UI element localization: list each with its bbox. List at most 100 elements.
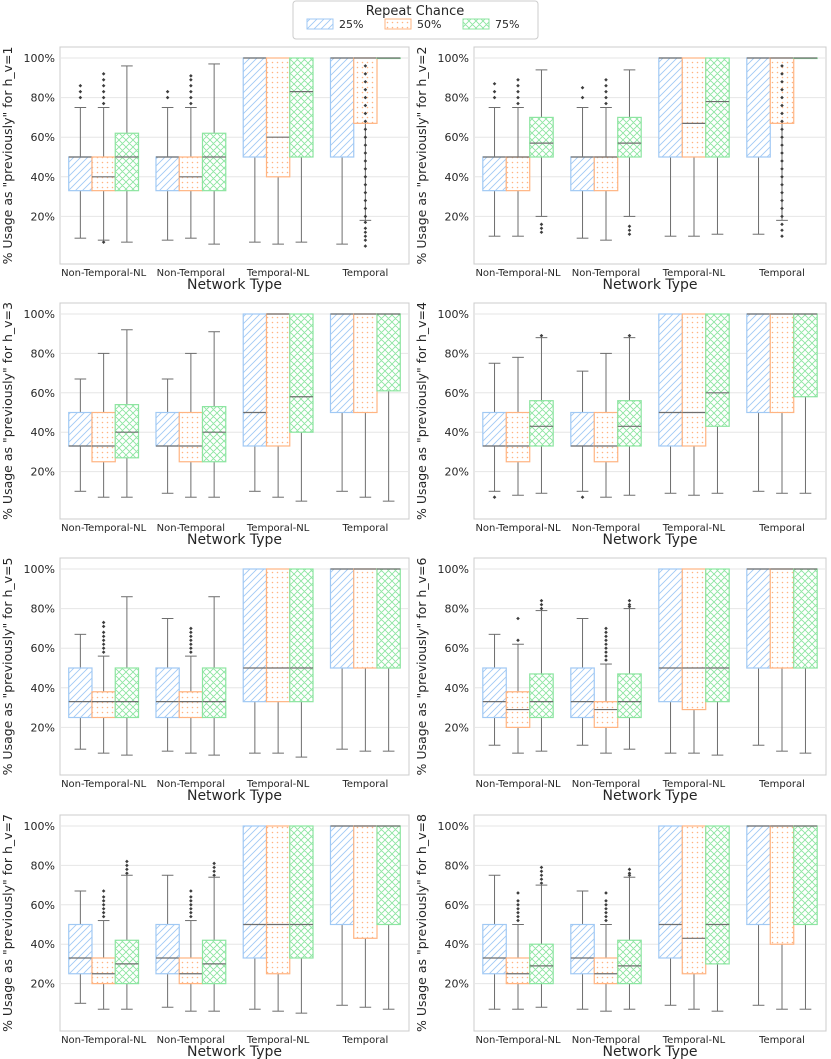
flier-point [189,646,193,650]
flier-point [780,159,784,163]
y-tick-label: 80% [445,859,469,872]
box-temporal-25 [329,313,355,492]
box-temporal-25 [329,57,355,245]
y-tick-label: 20% [31,978,55,991]
flier-point [780,103,784,108]
box-non-temporal-nl-50 [505,616,531,754]
x-tick-label: Non-Temporal [572,1035,640,1046]
flier-point [363,238,368,242]
flier-point [363,79,368,84]
flier-point [189,650,193,654]
y-tick-label: 20% [445,721,469,734]
box-body [570,923,595,975]
box-temporal-50 [353,568,378,752]
flier-point [101,906,106,911]
box-body [529,116,554,158]
flier-point [101,620,106,625]
box-body [482,156,507,192]
box-non-temporal-nl-75 [114,596,140,756]
box-non-temporal-nl-75 [114,65,140,243]
x-tick-label: Non-Temporal [572,268,640,279]
box-non-temporal-50 [178,626,204,754]
box-temporal-nl-75 [289,313,314,502]
box-non-temporal-nl-25 [68,378,93,492]
flier-point [539,873,544,878]
flier-point [363,151,368,155]
flier-point [780,206,784,211]
flier-point [516,83,520,88]
box-body [289,313,314,433]
panel-5: 20% 40% 60% 80% 100% Non-Temporal-NL Non-Tempo… [0,557,410,804]
box-non-temporal-nl-25 [68,83,93,239]
x-tick-label: Non-Temporal-NL [475,1035,561,1046]
y-tick-label: 100% [438,308,469,321]
x-tick-label: Non-Temporal-NL [61,523,147,534]
flier-point [363,111,368,116]
flier-point [780,234,784,238]
y-tick-label: 60% [31,387,55,400]
box-non-temporal-nl-50 [505,891,531,1010]
box-non-temporal-nl-50 [91,889,116,1010]
box-temporal-nl-50 [681,313,707,496]
flier-point [604,654,608,658]
flier-point [363,72,368,76]
x-axis-label: Network Type [187,277,282,293]
box-non-temporal-25 [570,618,595,746]
box-temporal-nl-50 [681,825,707,1010]
box-non-temporal-nl-50 [505,356,531,496]
legend-label-50: 50% [417,18,441,31]
flier-point [580,95,585,100]
flier-point [363,175,368,179]
box-body [505,156,531,192]
box-body [178,411,204,463]
y-tick-label: 40% [445,426,469,439]
box-body [91,411,116,463]
box-body [376,568,401,669]
x-tick-label: Non-Temporal-NL [61,268,147,279]
flier-point [101,624,106,629]
x-tick-label: Temporal-NL [246,779,310,790]
flier-point [78,83,83,88]
box-temporal-nl-75 [289,568,314,758]
flier-point [780,135,784,139]
x-tick-label: Temporal [341,1035,388,1046]
flier-point [516,906,520,911]
box-temporal-nl-25 [658,313,683,494]
box-body [593,701,619,728]
box-non-temporal-25 [570,890,595,1010]
box-body [329,57,355,158]
y-tick-label: 80% [445,92,469,105]
y-tick-label: 40% [31,171,55,184]
box-body [91,691,116,719]
box-temporal-50 [769,568,795,752]
flier-point [363,167,368,171]
flier-point [189,83,193,88]
flier-point [363,64,368,68]
box-non-temporal-50 [178,74,204,239]
box-temporal-75 [376,568,401,752]
box-body [353,568,378,669]
y-tick-label: 20% [31,466,55,479]
box-non-temporal-50 [593,891,619,1012]
legend-swatch-25 [306,18,334,30]
box-body [289,57,314,158]
box-non-temporal-nl-25 [68,890,93,1004]
box-body [68,411,93,447]
box-body [155,156,180,192]
box-temporal-75 [376,57,401,60]
flier-point [604,899,608,903]
flier-point [492,81,497,86]
flier-point [780,72,784,76]
box-non-temporal-nl-75 [529,865,554,1008]
flier-point [627,873,632,878]
panel-4: 20% 40% 60% 80% 100% Non-Temporal-NL Non-Tempo… [414,302,827,548]
flier-point [189,889,193,893]
y-axis-label: % Usage as "previously" for h_v=2 [414,47,429,265]
x-tick-label: Non-Temporal-NL [475,523,561,534]
box-body [201,667,227,719]
x-tick-label: Temporal-NL [662,268,726,279]
box-non-temporal-75 [617,598,642,750]
flier-point [363,206,368,211]
flier-point [189,899,193,903]
box-temporal-nl-50 [265,568,291,754]
